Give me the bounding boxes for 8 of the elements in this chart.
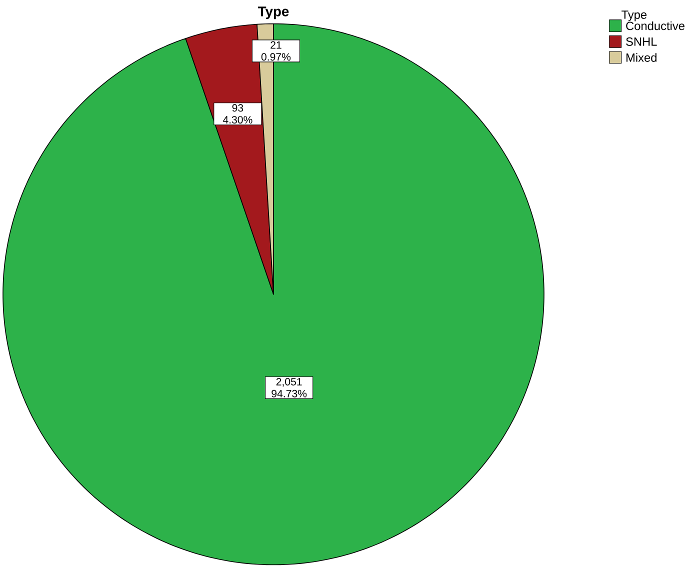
data-label: 21 0.97% [261,41,291,61]
data-label: 2,051 94.73% [272,378,307,398]
chart-title: Type [258,6,289,20]
legend-title: Type [622,10,647,22]
legend-label: Conductive [626,22,684,30]
legend-label: SNHL [626,38,657,46]
legend-label: Mixed [626,53,656,62]
data-label: 93 4.30% [222,104,252,124]
